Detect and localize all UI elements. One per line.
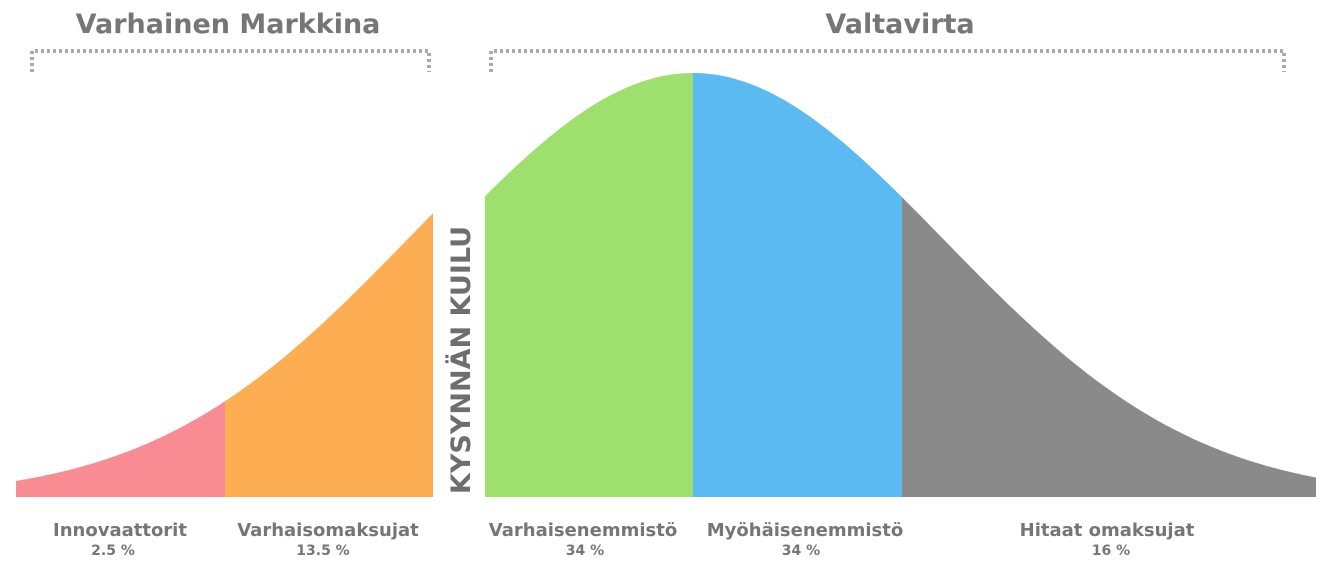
chasm-label: KYSYNNÄN KUILU bbox=[445, 226, 477, 494]
curve-segment bbox=[902, 197, 1316, 497]
curve-segment bbox=[693, 73, 902, 497]
header-early: Varhainen Markkina bbox=[76, 9, 381, 40]
header-main: Valtavirta bbox=[825, 9, 974, 40]
segment-name: Varhaisomaksujat bbox=[237, 520, 419, 541]
segment-share: 2.5 % bbox=[91, 543, 135, 559]
bracket-main bbox=[489, 49, 1286, 72]
segment-share: 34 % bbox=[566, 543, 604, 559]
segment-share: 16 % bbox=[1092, 543, 1130, 559]
bracket-early bbox=[30, 49, 431, 72]
segment-share: 13.5 % bbox=[296, 543, 349, 559]
curve-segment bbox=[485, 73, 693, 497]
curve-segment bbox=[16, 401, 225, 497]
segment-name: Hitaat omaksujat bbox=[1020, 520, 1195, 541]
curve-segment bbox=[225, 213, 433, 498]
segment-name: Varhaisenemmistö bbox=[489, 520, 677, 541]
segment-name: Innovaattorit bbox=[53, 520, 187, 541]
segment-share: 34 % bbox=[782, 543, 820, 559]
segment-name: Myöhäisenemmistö bbox=[707, 520, 903, 541]
